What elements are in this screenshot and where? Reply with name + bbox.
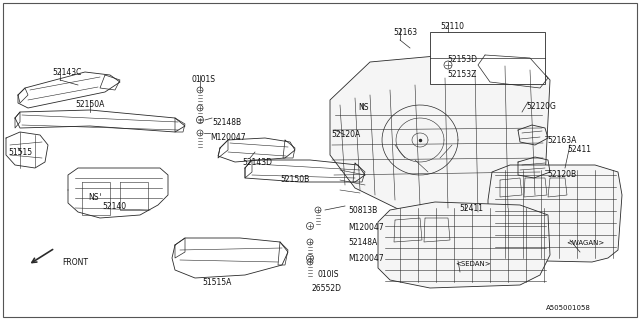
Text: 52163A: 52163A [547,136,577,145]
Text: M120047: M120047 [348,223,383,232]
Text: 50813B: 50813B [348,206,377,215]
Text: 52120B: 52120B [547,170,576,179]
Text: <WAGAN>: <WAGAN> [566,240,604,246]
Polygon shape [330,52,550,215]
Bar [430,32,545,84]
Text: 52411: 52411 [459,204,483,213]
Text: 52148B: 52148B [212,118,241,127]
Text: 51515: 51515 [8,148,32,157]
Text: M120047: M120047 [348,254,383,263]
Text: FRONT: FRONT [62,258,88,267]
Text: 52150A: 52150A [75,100,104,109]
Text: 52143C: 52143C [52,68,81,77]
Text: 51515A: 51515A [202,278,232,287]
Text: 52148A: 52148A [348,238,377,247]
Text: M120047: M120047 [210,133,246,142]
Text: 26552D: 26552D [312,284,342,293]
Text: 52110: 52110 [440,22,464,31]
Text: 52143D: 52143D [242,158,272,167]
Text: NS: NS [358,103,369,112]
Polygon shape [488,165,622,262]
Text: 52120G: 52120G [526,102,556,111]
Text: 52140: 52140 [102,202,126,211]
Polygon shape [378,202,550,288]
Text: 52163: 52163 [393,28,417,37]
Text: 010IS: 010IS [318,270,339,279]
Text: 52150B: 52150B [280,175,309,184]
Text: 0101S: 0101S [192,75,216,84]
Text: 52411: 52411 [567,145,591,154]
Text: 52153D: 52153D [447,55,477,64]
Text: NS: NS [88,193,99,202]
Text: A505001058: A505001058 [546,305,591,311]
Text: 52120A: 52120A [331,130,360,139]
Text: <SEDAN>: <SEDAN> [455,261,491,267]
Text: 52153Z: 52153Z [447,70,476,79]
